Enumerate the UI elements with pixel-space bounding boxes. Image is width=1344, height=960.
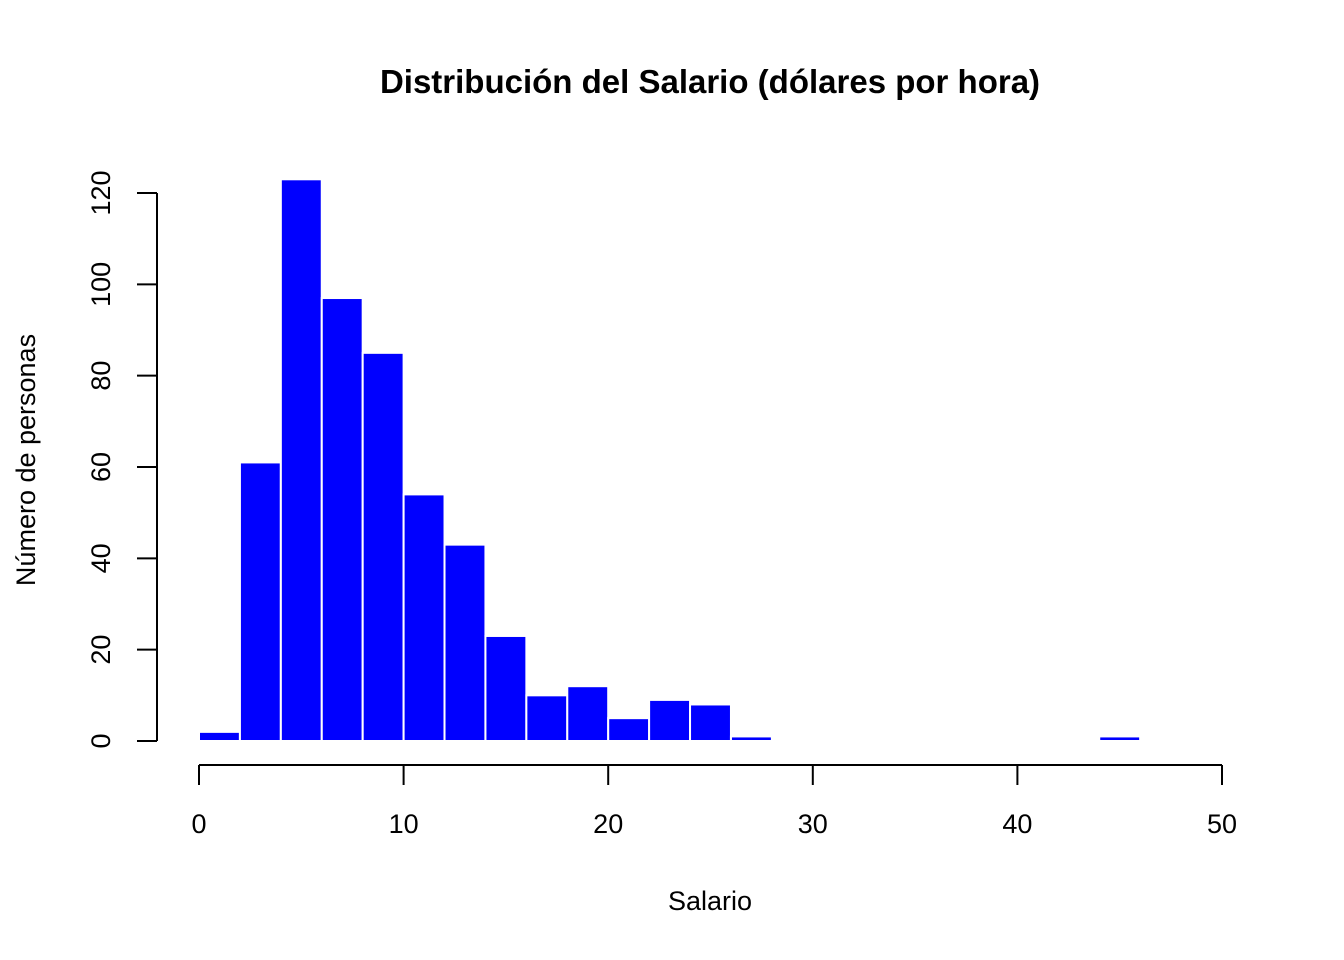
- histogram-bar: [689, 703, 732, 743]
- histogram-bar: [484, 634, 528, 743]
- x-tick-label: 20: [593, 809, 623, 839]
- y-tick-label: 80: [86, 361, 116, 391]
- x-tick-label: 0: [191, 809, 206, 839]
- histogram-bar: [361, 351, 405, 742]
- histogram-bar: [1098, 735, 1142, 743]
- x-axis: 0 10 20 30 40 50: [191, 764, 1237, 839]
- x-axis-label: Salario: [668, 886, 752, 916]
- y-tick-label: 40: [86, 543, 116, 573]
- histogram-bar: [729, 735, 773, 743]
- y-tick-label: 100: [86, 262, 116, 307]
- histogram-bar: [198, 730, 241, 742]
- histogram-bar: [402, 493, 446, 742]
- histogram-bar: [525, 694, 569, 742]
- chart-title: Distribución del Salario (dólares por ho…: [380, 63, 1040, 100]
- x-tick-label: 10: [389, 809, 419, 839]
- x-tick-label: 40: [1002, 809, 1032, 839]
- histogram-bar: [566, 685, 610, 743]
- y-tick-label: 60: [86, 452, 116, 482]
- x-tick-label: 30: [798, 809, 828, 839]
- bars-group: [198, 178, 1142, 743]
- histogram-bar: [320, 297, 364, 742]
- histogram-bar: [607, 717, 651, 743]
- y-tick-label: 0: [86, 733, 116, 748]
- histogram-bar: [443, 543, 487, 743]
- histogram-bar: [279, 178, 323, 743]
- histogram-bar: [238, 461, 282, 742]
- y-axis-label: Número de personas: [11, 334, 41, 586]
- y-tick-label: 120: [86, 170, 116, 215]
- x-tick-label: 50: [1207, 809, 1237, 839]
- histogram-bar: [648, 698, 692, 743]
- y-tick-label: 20: [86, 635, 116, 665]
- y-axis: 0 20 40 60 80 100 120: [86, 170, 158, 749]
